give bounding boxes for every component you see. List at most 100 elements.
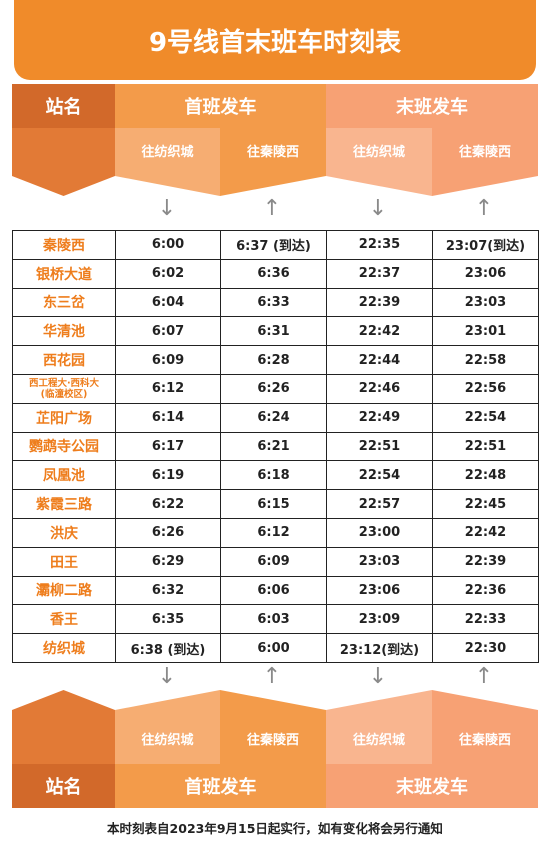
- table-row: 洪庆 6:26 6:12 23:00 22:42: [12, 517, 539, 548]
- station-name: 凤凰池: [12, 460, 116, 491]
- station-name-main: 西工程大·西科大: [28, 377, 100, 389]
- table-row: 灞柳二路 6:32 6:06 23:06 22:36: [12, 575, 539, 606]
- first-dir-a-time: 6:32: [115, 575, 221, 606]
- first-dir-a-time: 6:19: [115, 460, 221, 491]
- table-row: 香王 6:35 6:03 23:09 22:33: [12, 604, 539, 635]
- station-name: 西工程大·西科大 (临潼校区): [12, 373, 116, 404]
- last-dir-a-time: 23:06: [326, 575, 433, 606]
- station-name: 香王: [12, 604, 116, 635]
- last-dir-a-time: 23:00: [326, 517, 433, 548]
- last-dir-a-time: 22:35: [326, 230, 433, 260]
- last-dir-a-time: 22:57: [326, 489, 433, 519]
- timetable: 秦陵西 6:00 6:37 (到达) 22:35 23:07(到达) 银桥大道 …: [12, 230, 539, 663]
- last-dir-b-time: 22:45: [432, 489, 539, 519]
- station-name: 纺织城: [12, 633, 116, 663]
- header-first-dir-b: 往秦陵西: [246, 144, 299, 160]
- first-dir-b-time: 6:00: [220, 633, 327, 663]
- first-dir-a-time: 6:14: [115, 402, 221, 433]
- header-top: 站名 首班发车 末班发车 往纺织城 往秦陵西 往纺织城 往秦陵西: [12, 84, 538, 196]
- header-bottom: 往纺织城 往秦陵西 往纺织城 往秦陵西 站名 首班发车 末班发车: [12, 690, 538, 808]
- first-dir-a-time: 6:02: [115, 258, 221, 289]
- table-row: 凤凰池 6:19 6:18 22:54 22:48: [12, 460, 539, 491]
- table-row: 西工程大·西科大 (临潼校区) 6:12 6:26 22:46 22:56: [12, 373, 539, 404]
- first-dir-b-time: 6:33: [220, 287, 327, 318]
- first-dir-a-time: 6:35: [115, 604, 221, 635]
- footer-note: 本时刻表自2023年9月15日起实行，如有变化将会另行通知: [107, 821, 443, 836]
- header-station-label: 站名: [45, 97, 82, 118]
- first-dir-a-time: 6:12: [115, 373, 221, 404]
- first-dir-b-time: 6:06: [220, 575, 327, 606]
- header-last-train: 末班发车: [396, 777, 468, 798]
- header-last-dir-b: 往秦陵西: [458, 144, 511, 160]
- first-dir-a-time: 6:00: [115, 230, 221, 260]
- last-dir-b-time: 22:54: [432, 402, 539, 433]
- station-name: 东三岔: [12, 287, 116, 318]
- first-dir-b-time: 6:15: [220, 489, 327, 519]
- header-last-train: 末班发车: [396, 97, 468, 118]
- first-dir-a-time: 6:17: [115, 431, 221, 462]
- header-station-label: 站名: [45, 777, 82, 798]
- header-first-dir-a: 往纺织城: [141, 144, 194, 160]
- station-name: 鹦鹉寺公园: [12, 431, 116, 462]
- last-dir-b-time: 22:51: [432, 431, 539, 462]
- arrow-down-icon: ↓: [368, 196, 388, 221]
- first-dir-a-time: 6:38 (到达): [115, 633, 221, 663]
- station-name: 洪庆: [12, 517, 116, 548]
- last-dir-b-time: 23:03: [432, 287, 539, 318]
- last-dir-a-time: 22:46: [326, 373, 433, 404]
- table-row: 西花园 6:09 6:28 22:44 22:58: [12, 345, 539, 375]
- arrow-up-icon: ↑: [474, 664, 494, 689]
- first-dir-b-time: 6:36: [220, 258, 327, 289]
- header-last-dir-a: 往纺织城: [352, 144, 405, 160]
- last-dir-a-time: 22:39: [326, 287, 433, 318]
- first-dir-b-time: 6:09: [220, 546, 327, 577]
- last-dir-b-time: 23:07(到达): [432, 230, 539, 260]
- arrow-up-icon: ↑: [262, 196, 282, 221]
- last-dir-b-time: 22:39: [432, 546, 539, 577]
- arrow-up-icon: ↑: [262, 664, 282, 689]
- last-dir-a-time: 22:54: [326, 460, 433, 491]
- last-dir-a-time: 22:49: [326, 402, 433, 433]
- table-row: 纺织城 6:38 (到达) 6:00 23:12(到达) 22:30: [12, 633, 539, 663]
- last-dir-a-time: 22:37: [326, 258, 433, 289]
- first-dir-b-time: 6:24: [220, 402, 327, 433]
- header-last-dir-a: 往纺织城: [352, 732, 405, 748]
- last-dir-a-time: 23:09: [326, 604, 433, 635]
- header-bottom-bg: [12, 690, 538, 808]
- header-first-train: 首班发车: [184, 97, 257, 118]
- last-dir-b-time: 22:58: [432, 345, 539, 375]
- table-row: 东三岔 6:04 6:33 22:39 23:03: [12, 287, 539, 318]
- first-dir-b-time: 6:12: [220, 517, 327, 548]
- arrow-down-icon: ↓: [368, 664, 388, 689]
- header-first-dir-a: 往纺织城: [141, 732, 194, 748]
- table-row: 华清池 6:07 6:31 22:42 23:01: [12, 316, 539, 347]
- station-name: 紫霞三路: [12, 489, 116, 519]
- first-dir-b-time: 6:28: [220, 345, 327, 375]
- first-dir-a-time: 6:09: [115, 345, 221, 375]
- first-dir-b-time: 6:26: [220, 373, 327, 404]
- first-dir-a-time: 6:04: [115, 287, 221, 318]
- first-dir-b-time: 6:18: [220, 460, 327, 491]
- station-name: 秦陵西: [12, 230, 116, 260]
- first-dir-a-time: 6:07: [115, 316, 221, 347]
- first-dir-b-time: 6:21: [220, 431, 327, 462]
- station-name: 银桥大道: [12, 258, 116, 289]
- last-dir-b-time: 22:30: [432, 633, 539, 663]
- first-dir-b-time: 6:03: [220, 604, 327, 635]
- table-row: 银桥大道 6:02 6:36 22:37 23:06: [12, 258, 539, 289]
- last-dir-a-time: 22:51: [326, 431, 433, 462]
- station-name: 灞柳二路: [12, 575, 116, 606]
- first-dir-b-time: 6:37 (到达): [220, 230, 327, 260]
- last-dir-b-time: 22:48: [432, 460, 539, 491]
- table-row: 芷阳广场 6:14 6:24 22:49 22:54: [12, 402, 539, 433]
- table-row: 紫霞三路 6:22 6:15 22:57 22:45: [12, 489, 539, 519]
- header-first-train: 首班发车: [184, 777, 257, 798]
- station-name: 华清池: [12, 316, 116, 347]
- table-row: 秦陵西 6:00 6:37 (到达) 22:35 23:07(到达): [12, 230, 539, 260]
- last-dir-a-time: 22:44: [326, 345, 433, 375]
- station-name: 芷阳广场: [12, 402, 116, 433]
- header-first-dir-b: 往秦陵西: [246, 732, 299, 748]
- first-dir-a-time: 6:26: [115, 517, 221, 548]
- arrow-down-icon: ↓: [157, 196, 177, 221]
- first-dir-a-time: 6:29: [115, 546, 221, 577]
